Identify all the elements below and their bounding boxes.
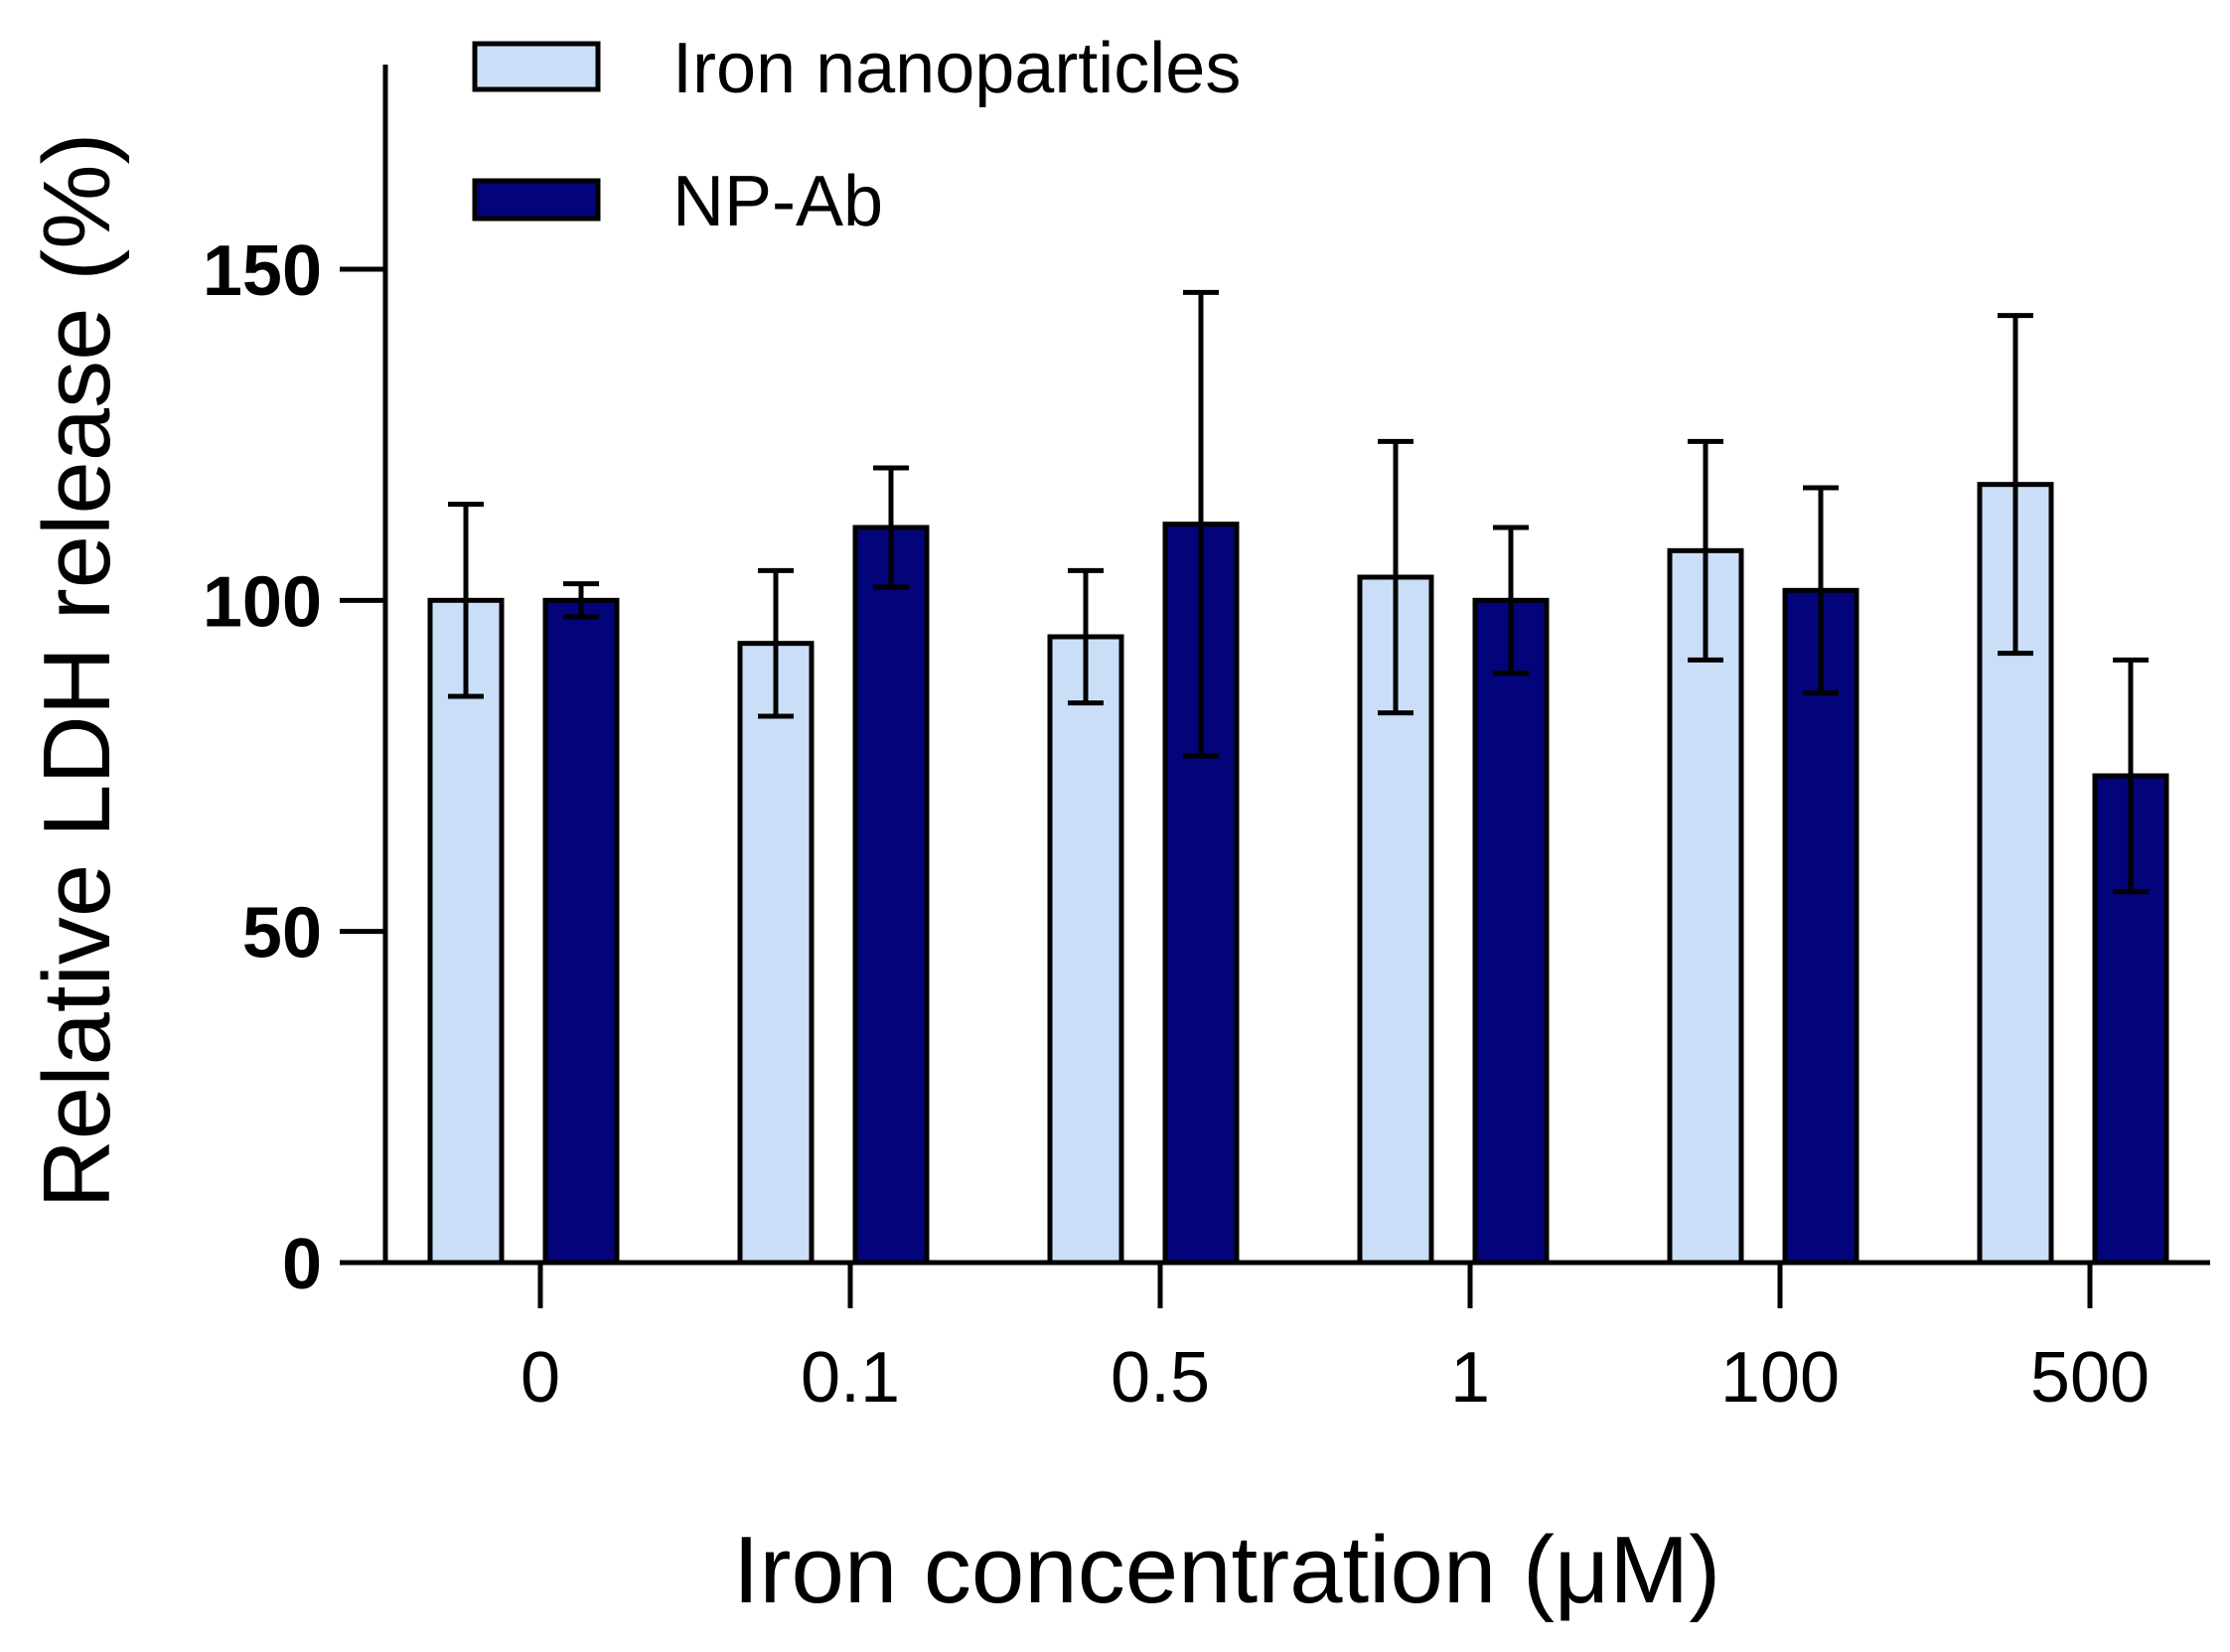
x-tick-label-0_5: 0.5 xyxy=(1111,1338,1210,1418)
bar-np-ab-0 xyxy=(542,597,620,1266)
error-bars-layer xyxy=(448,289,2149,895)
y-tick-label-150: 150 xyxy=(203,231,322,311)
x-tick-labels: 0 0.1 0.5 1 100 500 xyxy=(520,1338,2150,1418)
legend: Iron nanoparticles NP-Ab xyxy=(472,29,1241,241)
error-bar-iron-nanoparticles-0_1 xyxy=(758,567,794,719)
legend-swatch-iron-nanoparticles xyxy=(472,41,601,92)
error-bar-iron-nanoparticles-0 xyxy=(448,502,484,699)
x-axis-title: Iron concentration (μM) xyxy=(733,1517,1720,1623)
bars-layer xyxy=(427,482,2169,1266)
x-tick-label-0_1: 0.1 xyxy=(801,1338,900,1418)
legend-label-iron-nanoparticles: Iron nanoparticles xyxy=(672,29,1241,108)
error-bar-iron-nanoparticles-500 xyxy=(1998,313,2033,657)
legend-swatch-np-ab xyxy=(472,178,601,222)
y-tick-label-100: 100 xyxy=(203,562,322,642)
error-bar-np-ab-0_5 xyxy=(1183,289,1219,759)
axes-layer xyxy=(340,65,2210,1308)
x-tick-label-1: 1 xyxy=(1450,1338,1490,1418)
y-axis-title: Relative LDH release (%) xyxy=(24,132,130,1208)
error-bar-np-ab-0 xyxy=(563,581,599,620)
error-bar-np-ab-100 xyxy=(1803,485,1839,696)
error-bar-np-ab-500 xyxy=(2113,657,2149,895)
bar-np-ab-100 xyxy=(1782,587,1859,1266)
error-bar-np-ab-1 xyxy=(1493,525,1529,676)
x-tick-label-100: 100 xyxy=(1720,1338,1840,1418)
bar-np-ab-1 xyxy=(1472,597,1550,1266)
y-tick-label-0: 0 xyxy=(282,1225,322,1304)
y-tick-label-50: 50 xyxy=(242,894,322,974)
bar-iron-nanoparticles-0_5 xyxy=(1047,634,1124,1266)
error-bar-iron-nanoparticles-100 xyxy=(1688,438,1723,663)
x-tick-label-0: 0 xyxy=(520,1338,560,1418)
x-tick-label-500: 500 xyxy=(2030,1338,2150,1418)
legend-label-np-ab: NP-Ab xyxy=(672,162,883,241)
bar-np-ab-0_1 xyxy=(852,525,930,1266)
error-bar-iron-nanoparticles-0_5 xyxy=(1068,567,1104,706)
error-bar-iron-nanoparticles-1 xyxy=(1378,438,1413,716)
bar-iron-nanoparticles-0 xyxy=(427,597,505,1266)
error-bar-np-ab-0_1 xyxy=(873,465,909,590)
bar-iron-nanoparticles-0_1 xyxy=(737,641,815,1266)
y-tick-labels: 0 50 100 150 xyxy=(203,231,322,1304)
